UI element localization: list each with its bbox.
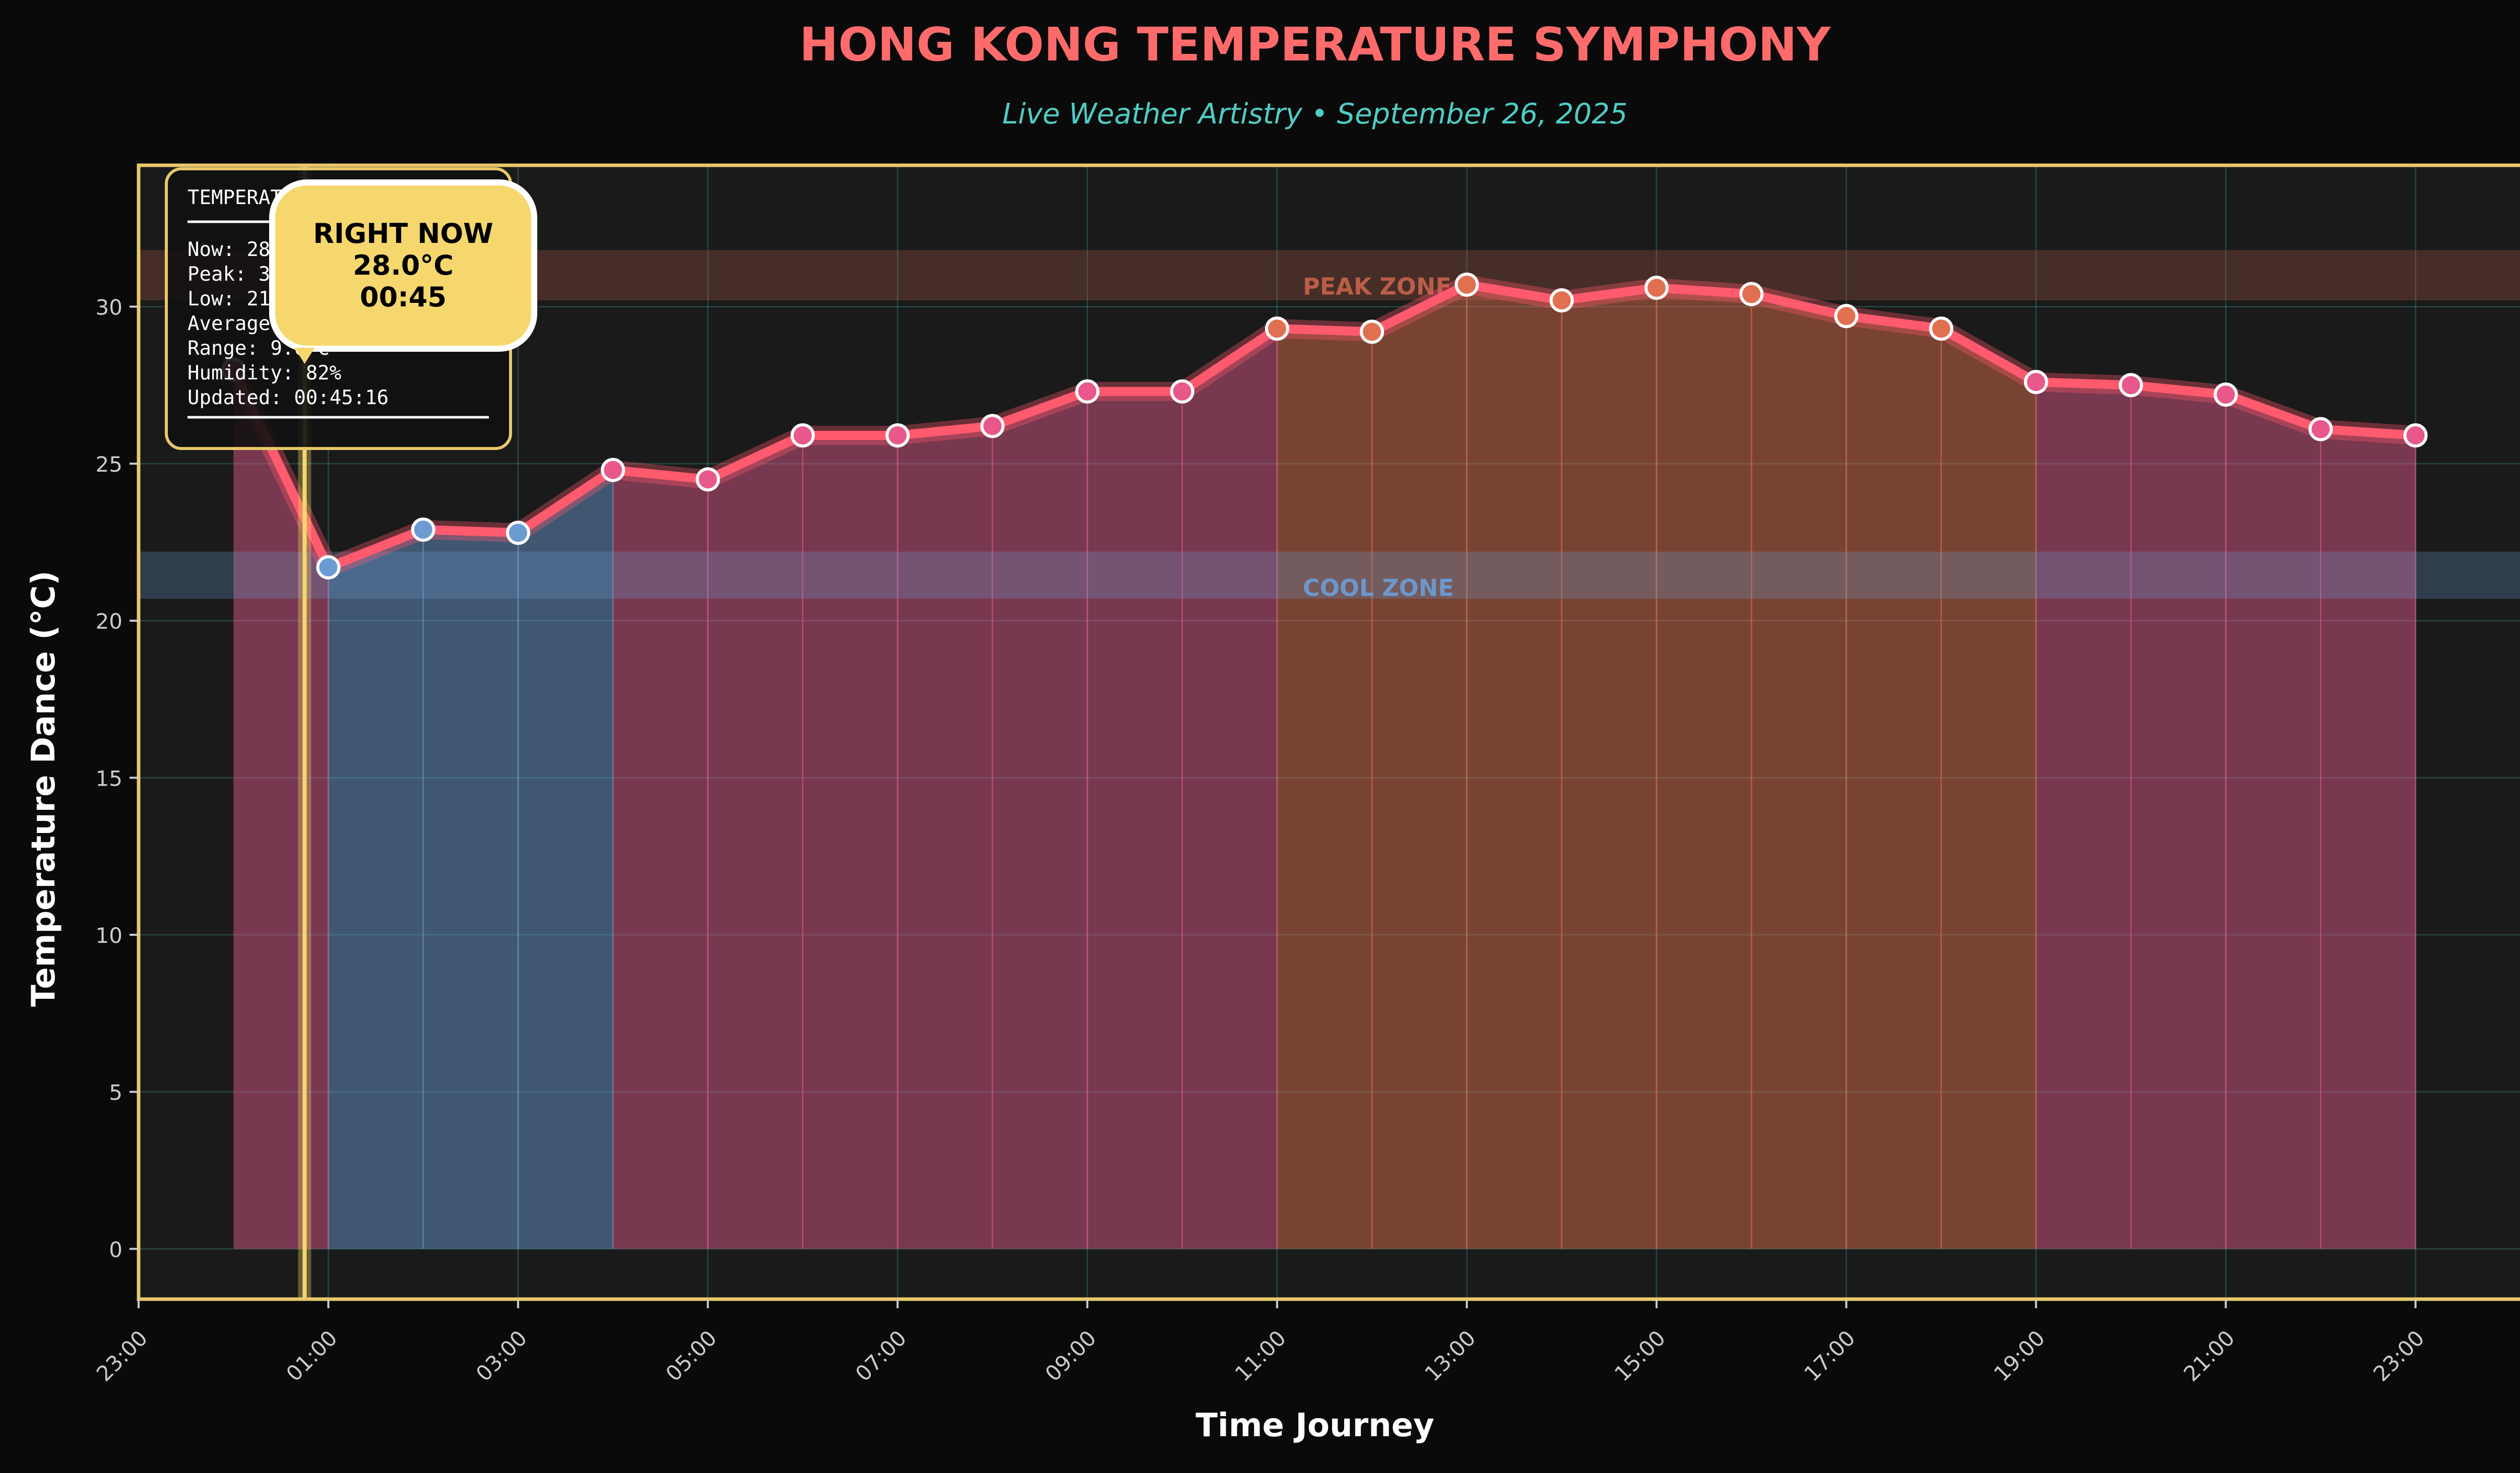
area-segment xyxy=(1846,316,1941,1249)
area-segment xyxy=(897,426,993,1249)
data-point xyxy=(1549,288,1574,313)
data-point xyxy=(885,423,910,448)
insights-line: Humidity: 82% xyxy=(187,362,341,385)
series-line xyxy=(229,280,2420,572)
area-segment xyxy=(992,391,1088,1249)
area-segment xyxy=(423,529,518,1249)
data-point xyxy=(1644,276,1669,300)
x-axis-label: Time Journey xyxy=(1195,1407,1434,1444)
data-point xyxy=(1739,282,1764,306)
area-segment xyxy=(1656,288,1752,1249)
data-point xyxy=(411,517,435,542)
chart-title: HONG KONG TEMPERATURE SYMPHONY xyxy=(799,18,1831,72)
area-segment xyxy=(1277,329,1372,1249)
data-point xyxy=(1075,379,1100,404)
data-point xyxy=(1455,272,1479,297)
area-segment xyxy=(518,470,613,1249)
data-point xyxy=(1170,379,1194,404)
y-tick-label: 5 xyxy=(109,1080,122,1105)
data-point xyxy=(2403,423,2428,448)
area-segment xyxy=(2226,394,2321,1249)
peak-zone-label: PEAK ZONE xyxy=(1303,273,1452,300)
area-segment xyxy=(1182,329,1277,1249)
area-segment xyxy=(1941,329,2036,1249)
plot-background xyxy=(139,165,2520,1299)
data-point xyxy=(696,467,720,492)
data-point xyxy=(1929,316,1954,341)
data-point xyxy=(1834,304,1859,329)
area-segment xyxy=(802,435,898,1249)
area-segment xyxy=(2320,429,2416,1249)
data-point xyxy=(980,414,1005,438)
right-now-pointer xyxy=(294,348,315,364)
y-axis-label: Temperature Dance (°C) xyxy=(25,570,62,1007)
right-now-value: 28.0°C xyxy=(353,249,454,281)
insights-line: Updated: 00:45:16 xyxy=(187,387,389,409)
area-segment xyxy=(1751,294,1847,1249)
data-point xyxy=(2118,373,2143,398)
data-point xyxy=(2308,417,2333,441)
data-point xyxy=(601,458,625,482)
area-segment xyxy=(613,470,708,1249)
data-point xyxy=(2214,382,2238,407)
right-now-time: 00:45 xyxy=(360,281,447,313)
area-segment xyxy=(708,435,803,1249)
data-point xyxy=(506,521,530,545)
data-point xyxy=(1265,316,1289,341)
y-tick-label: 0 xyxy=(109,1237,122,1262)
area-segment xyxy=(2130,385,2226,1249)
data-point xyxy=(1360,319,1384,344)
area-segment xyxy=(1372,284,1467,1249)
area-segment xyxy=(1467,284,1562,1249)
plot-frame xyxy=(137,163,2520,1301)
data-point xyxy=(2024,370,2048,395)
y-tick-label: 30 xyxy=(96,295,122,319)
y-tick-label: 10 xyxy=(96,923,122,948)
cool-zone-band xyxy=(139,551,2520,599)
data-point xyxy=(790,423,815,448)
area-segment xyxy=(1561,288,1657,1249)
area-segment xyxy=(1087,391,1182,1249)
right-now-box xyxy=(269,179,537,352)
area-segment xyxy=(2036,382,2131,1249)
right-now-label: RIGHT NOW xyxy=(313,218,493,249)
cool-zone-label: COOL ZONE xyxy=(1303,574,1454,602)
y-tick-label: 25 xyxy=(96,452,122,477)
y-tick-label: 20 xyxy=(96,609,122,634)
data-point xyxy=(316,555,341,580)
chart-subtitle: Live Weather Artistry • September 26, 20… xyxy=(1002,98,1628,131)
area-segment xyxy=(328,529,423,1249)
y-tick-label: 15 xyxy=(96,766,122,791)
